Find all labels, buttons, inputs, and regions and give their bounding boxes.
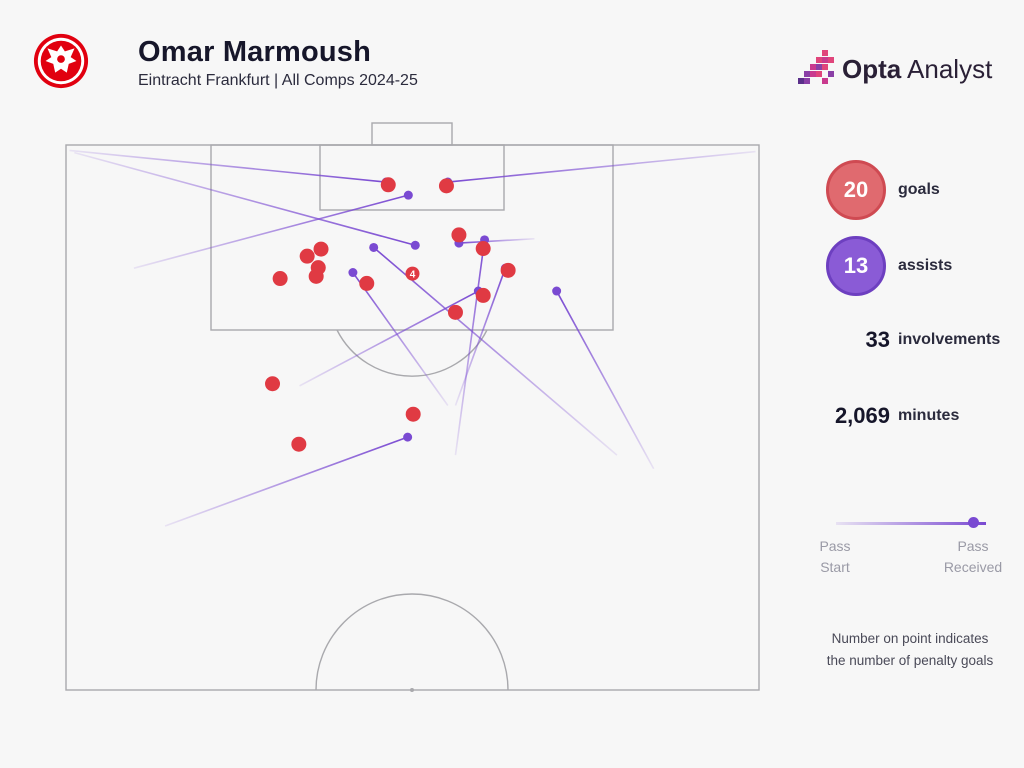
- goals-badge: 20: [826, 160, 886, 220]
- player-name: Omar Marmoush: [138, 36, 372, 68]
- penalty-note-line2: the number of penalty goals: [826, 653, 994, 668]
- goal-shot-point: [380, 177, 396, 193]
- assist-pass-line: [458, 237, 535, 244]
- assist-pass-line: [454, 239, 486, 456]
- goal-shot-point: [438, 178, 454, 194]
- brand-name-light: Analyst: [907, 54, 993, 84]
- goal-shot-point: [291, 436, 307, 452]
- brand-name: Opta Analyst: [842, 54, 992, 85]
- assist-pass-line: [74, 151, 416, 247]
- goal-shot-point: [451, 227, 467, 243]
- minutes-value: 2,069: [834, 403, 890, 428]
- goal-shot-point: [313, 241, 329, 257]
- goal-shot-point: [500, 262, 516, 278]
- assist-pass-line: [133, 194, 409, 269]
- goal-shot-point: [359, 275, 375, 291]
- legend-start-line1: Pass: [819, 538, 851, 554]
- assist-received-point: [403, 190, 413, 200]
- legend-end-line2: Received: [943, 559, 1003, 575]
- opta-analyst-logo: Opta Analyst: [798, 48, 1018, 88]
- pitch-markings: [65, 122, 760, 692]
- involvements-value: 33: [865, 327, 890, 352]
- penalty-area: [210, 144, 614, 331]
- goal-shot-point: [475, 241, 491, 257]
- goal-shot-point: [265, 376, 281, 392]
- assist-received-point: [403, 432, 413, 442]
- goal-shot-point: [299, 248, 315, 264]
- assist-passes: [69, 149, 756, 527]
- penalty-arc: [336, 329, 488, 377]
- assist-pass-line: [352, 272, 449, 406]
- penalty-note: Number on point indicates the number of …: [808, 628, 1012, 672]
- legend-received-dot: [968, 517, 979, 528]
- minutes-stat: 2,069 minutes: [820, 386, 1020, 446]
- involvements-label: involvements: [898, 331, 1001, 348]
- assist-pass-line: [373, 246, 618, 456]
- legend-end-line1: Pass: [957, 538, 989, 554]
- legend-pass-start: Pass Start: [812, 536, 858, 578]
- assists-badge: 13: [826, 236, 886, 296]
- involvements-stat: 33 involvements: [820, 310, 1020, 370]
- assist-received-point: [369, 242, 379, 252]
- assist-pass-line: [454, 267, 507, 406]
- goal-shot-point: [308, 268, 324, 284]
- assist-received-point: [552, 286, 562, 296]
- legend-pass-received: Pass Received: [938, 536, 1008, 578]
- goal-shot-point: [447, 304, 463, 320]
- eagle-crest-icon: [33, 33, 89, 89]
- penalty-goal-count: 4: [410, 270, 416, 281]
- legend-start-line2: Start: [820, 559, 850, 575]
- legend-pass-line: [836, 522, 986, 525]
- center-spot: [410, 688, 414, 692]
- goals-stat: 20 goals: [820, 160, 1020, 220]
- assist-pass-line: [447, 150, 756, 183]
- assist-received-point: [410, 240, 420, 250]
- assist-pass-line: [555, 290, 655, 470]
- goals-label: goals: [898, 181, 940, 198]
- penalty-goal-point: [405, 266, 420, 281]
- center-circle-arc: [315, 593, 509, 691]
- goal-shot-point: [272, 271, 288, 287]
- team-competition-subtitle: Eintracht Frankfurt | All Comps 2024-25: [138, 72, 418, 89]
- assist-pass-line: [299, 290, 479, 387]
- assists-stat: 13 assists: [820, 236, 1020, 296]
- pass-legend: Pass Start Pass Received: [812, 510, 1012, 580]
- goal-shot-point: [475, 287, 491, 303]
- header: Omar Marmoush Eintracht Frankfurt | All …: [28, 28, 1008, 98]
- brand-name-bold: Opta: [842, 54, 902, 84]
- goal: [371, 122, 453, 146]
- opta-logo-icon: [798, 50, 834, 84]
- goal-shot-point: [405, 406, 421, 422]
- penalty-note-line1: Number on point indicates: [831, 631, 989, 646]
- assist-pass-line: [164, 436, 408, 527]
- assist-pass-line: [69, 149, 387, 183]
- minutes-label: minutes: [898, 407, 960, 424]
- assists-label: assists: [898, 257, 953, 274]
- assist-received-point: [348, 268, 358, 278]
- goal-shots: 4: [265, 177, 516, 452]
